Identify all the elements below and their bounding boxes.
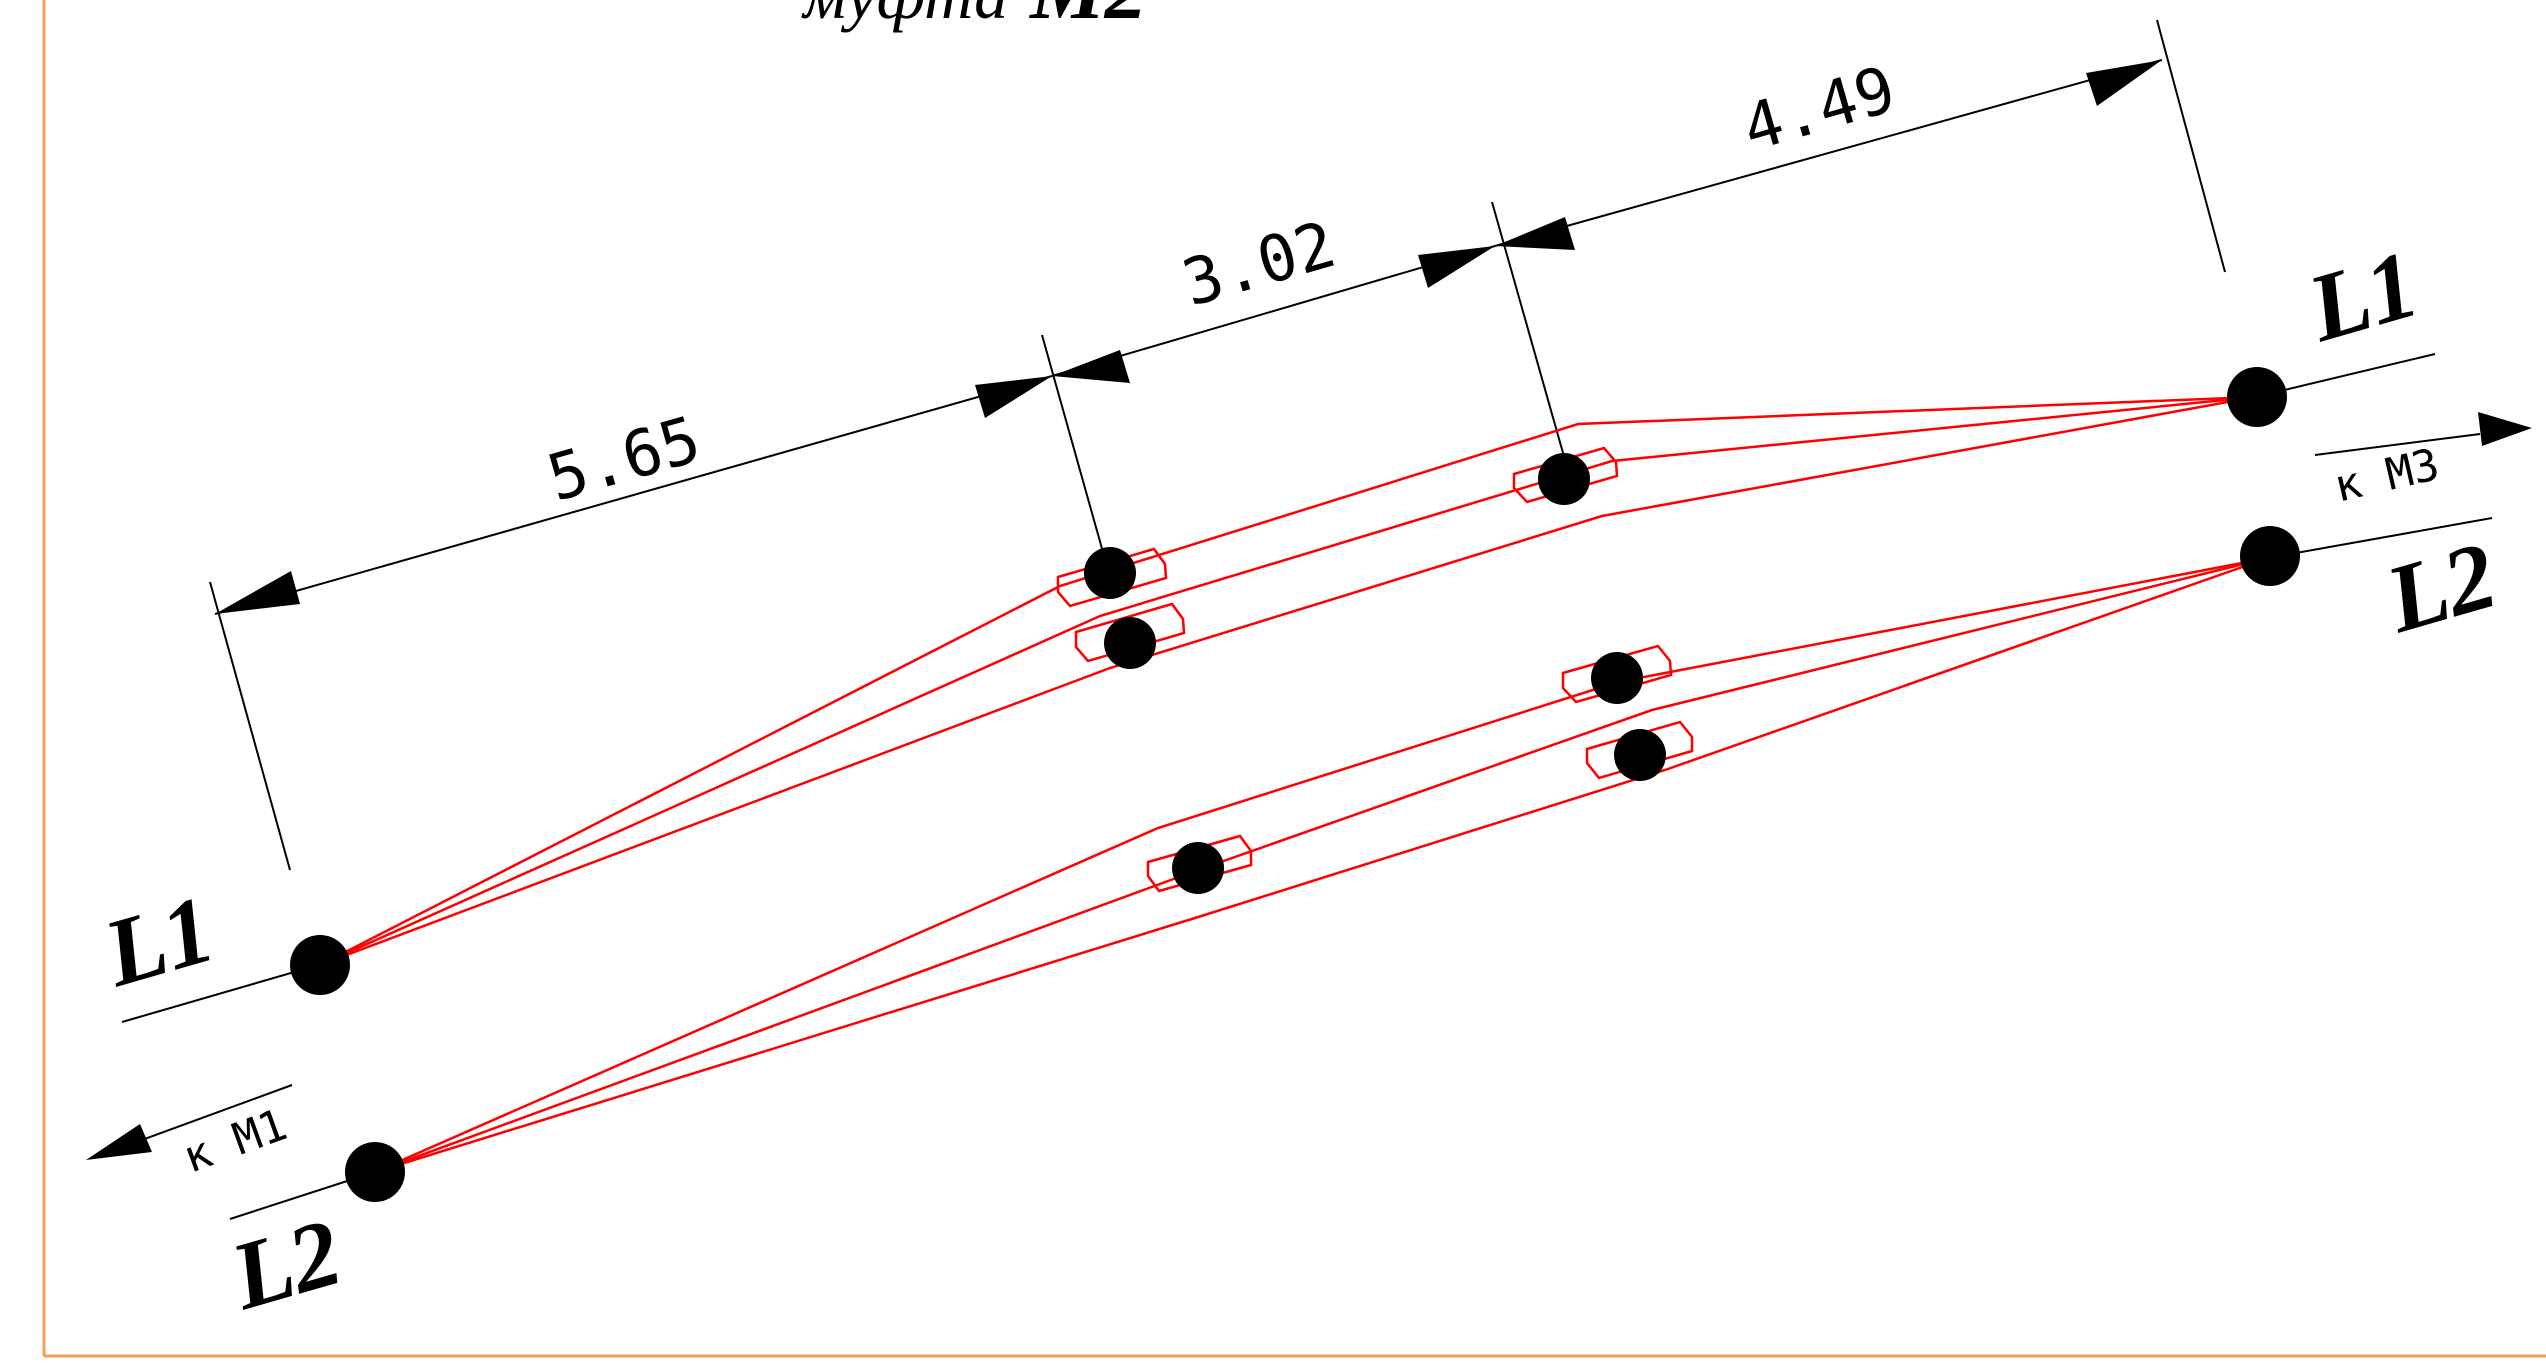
cable-label-l2-left: L2: [219, 1198, 352, 1331]
cable-endpoint-l2-right: [2240, 526, 2300, 586]
extension-line-end: [2156, 19, 2226, 273]
wire: [319, 395, 2256, 967]
dimension-line-1: [214, 375, 1053, 615]
splice-sleeve-icon: [1512, 446, 1619, 504]
arrowhead-icon: [1052, 350, 1130, 383]
wire: [374, 556, 2269, 1174]
arrowhead-icon: [975, 376, 1052, 418]
cable-label-l2-right: L2: [2374, 521, 2507, 654]
dimension-chain: [209, 19, 2226, 871]
cable-endpoints: [290, 367, 2300, 1202]
cable-label-l1-left: L1: [92, 875, 225, 1008]
arrowhead-icon: [2086, 60, 2162, 106]
extension-line-node1: [1041, 334, 1109, 571]
splice-point: [1104, 617, 1156, 669]
cable-endpoint-l1-left: [290, 935, 350, 995]
title: муфта М2: [801, 0, 1147, 37]
direction-to-m3: к М3: [2314, 412, 2532, 513]
arrowhead-icon: [1418, 246, 1495, 288]
arrowhead-icon: [1495, 217, 1575, 250]
cable-line-l1-left: [121, 963, 323, 1023]
splice-point: [1538, 453, 1590, 505]
dimension-label-3: 4.49: [1735, 53, 1904, 167]
cable-line-l2-right: [2267, 517, 2493, 559]
direction-to-m1: к М1: [86, 1084, 294, 1183]
cable-l1-wires: [319, 395, 2256, 967]
splice-point: [1084, 547, 1136, 599]
arrow-left-icon: [86, 1124, 152, 1160]
wire: [319, 395, 2256, 967]
title-code: М2: [1028, 0, 1147, 37]
cable-lines: [121, 353, 2493, 1220]
title-prefix: муфта: [801, 0, 1008, 33]
arrow-right-icon: [2478, 412, 2532, 446]
extension-line-start: [209, 581, 291, 871]
direction-label-m1: к М1: [177, 1099, 294, 1183]
splice-sleeve-icon: [1074, 602, 1186, 663]
cable-endpoint-l1-right: [2227, 367, 2287, 427]
arrowhead-icon: [215, 571, 300, 614]
dimension-arrows: [215, 60, 2162, 614]
drawing-frame: [42, 0, 2546, 1358]
cable-l2-wires: [374, 556, 2269, 1174]
cable-endpoint-l2-left: [345, 1142, 405, 1202]
splice-sleeve-icon: [1561, 644, 1673, 704]
cable-label-l1-right: L1: [2296, 230, 2429, 363]
wire: [374, 556, 2269, 1174]
dimension-label-1: 5.65: [540, 403, 709, 517]
splice-sleeves: [1056, 446, 1694, 893]
splice-point: [1172, 842, 1224, 894]
splice-point: [1591, 652, 1643, 704]
splice-point: [1614, 729, 1666, 781]
dimension-line-2: [1051, 245, 1496, 377]
wire: [319, 395, 2256, 967]
wire: [374, 556, 2269, 1174]
splice-sleeve-icon: [1056, 547, 1168, 608]
splice-sleeve-icon: [1585, 720, 1694, 780]
dimension-line-3: [1494, 59, 2163, 247]
splice-sleeve-icon: [1146, 834, 1253, 893]
splice-points: [1084, 453, 1666, 894]
dimension-label-2: 3.02: [1175, 208, 1344, 322]
